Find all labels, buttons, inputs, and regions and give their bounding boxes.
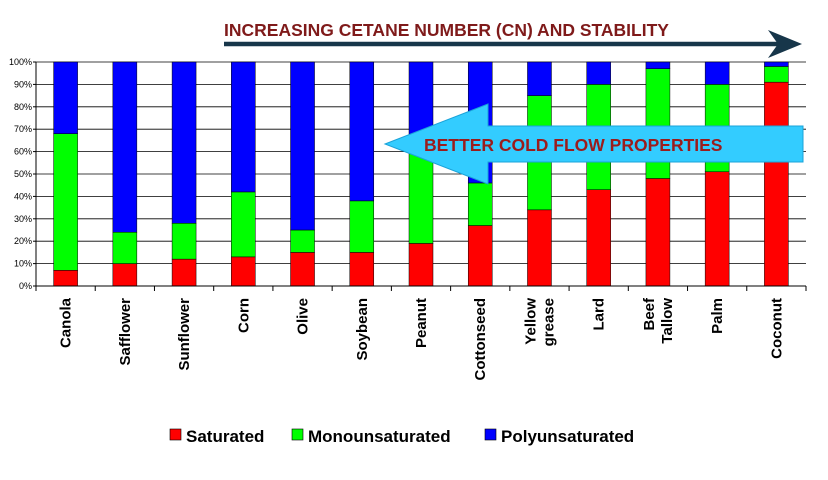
category-label: Beef [641,297,658,331]
y-tick-label: 0% [19,281,32,291]
y-tick-label: 40% [14,191,32,201]
category-label: Yellow [522,298,539,345]
cold-flow-arrow-annotation: BETTER COLD FLOW PROPERTIES [383,103,804,185]
y-tick-labels: 0% 10% 20% 30% 40% 50% 60% 70% 80% 90% 100% [9,57,32,291]
bar-saturated-sunflower [171,258,197,287]
cetane-arrow-text: INCREASING CETANE NUMBER (CN) AND STABIL… [224,20,669,40]
bar-polyunsaturated-olive [290,61,315,231]
cetane-arrow-annotation: INCREASING CETANE NUMBER (CN) AND STABIL… [224,20,802,58]
bar-saturated-soybean [349,252,375,287]
bar-polyunsaturated-lard [586,61,611,85]
category-labels: Canola Safflower Sunflower Corn Olive Soybean… [58,297,786,381]
bar-monounsaturated-canola [53,133,78,271]
bar-saturated-beef-tallow [645,178,671,287]
y-tick-label: 20% [14,236,32,246]
category-label: Canola [58,297,75,348]
category-label: Coconut [768,298,785,359]
y-tick-label: 50% [14,169,32,179]
y-tick-label: 30% [14,214,32,224]
bar-monounsaturated-cottonseed [467,182,493,226]
bar-monounsaturated-sunflower [171,223,197,260]
legend-label-saturated: Saturated [186,427,264,446]
legend-swatch-saturated [169,428,182,441]
cold-flow-arrow-shape [383,103,804,185]
y-tick-label: 100% [9,57,32,67]
category-label: grease [540,298,557,346]
bar-monounsaturated-corn [231,191,256,258]
bar-saturated-safflower [112,263,138,287]
bar-polyunsaturated-canola [53,61,78,134]
axes [33,61,807,291]
cetane-arrow-head [768,30,802,58]
legend-swatch-polyunsaturated [484,428,497,441]
bar-polyunsaturated-yellow-grease [527,61,552,96]
y-tick-label: 60% [14,147,32,157]
bar-saturated-olive [290,252,315,287]
bar-saturated-yellow-grease [527,209,552,287]
bar-polyunsaturated-beef-tallow [645,61,671,69]
y-tick-label: 10% [14,259,32,269]
bar-polyunsaturated-palm [704,61,730,85]
category-label: Safflower [117,298,134,366]
bar-polyunsaturated-sunflower [171,61,197,224]
category-label: Peanut [413,298,430,348]
bar-monounsaturated-olive [290,229,315,253]
bar-saturated-cottonseed [467,225,493,287]
legend-label-polyunsaturated: Polyunsaturated [501,427,634,446]
category-label: Tallow [659,298,676,344]
bar-monounsaturated-soybean [349,200,375,253]
bar-polyunsaturated-coconut [764,61,789,67]
y-tick-label: 90% [14,79,32,89]
bar-saturated-corn [231,256,256,287]
bar-polyunsaturated-safflower [112,61,138,233]
cold-flow-arrow-text: BETTER COLD FLOW PROPERTIES [424,135,722,155]
bar-saturated-peanut [408,243,434,287]
bar-saturated-palm [704,171,730,287]
bar-monounsaturated-coconut [764,66,789,83]
bar-polyunsaturated-soybean [349,61,375,202]
category-label: Corn [235,298,252,333]
category-label: Lard [591,298,608,331]
bar-saturated-canola [53,270,78,287]
category-label: Sunflower [176,298,193,371]
category-label: Cottonseed [472,298,489,381]
y-tick-label: 80% [14,102,32,112]
bar-saturated-lard [586,189,611,287]
legend-label-monounsaturated: Monounsaturated [308,427,451,446]
category-label: Olive [295,298,312,335]
legend-swatch-monounsaturated [291,428,304,441]
category-label: Soybean [354,298,371,361]
category-label: Palm [709,298,726,334]
legend: Saturated Monounsaturated Polyunsaturate… [169,427,634,446]
bar-saturated-coconut [764,81,789,287]
bar-polyunsaturated-corn [231,61,256,193]
bar-monounsaturated-safflower [112,231,138,264]
y-tick-label: 70% [14,124,32,134]
